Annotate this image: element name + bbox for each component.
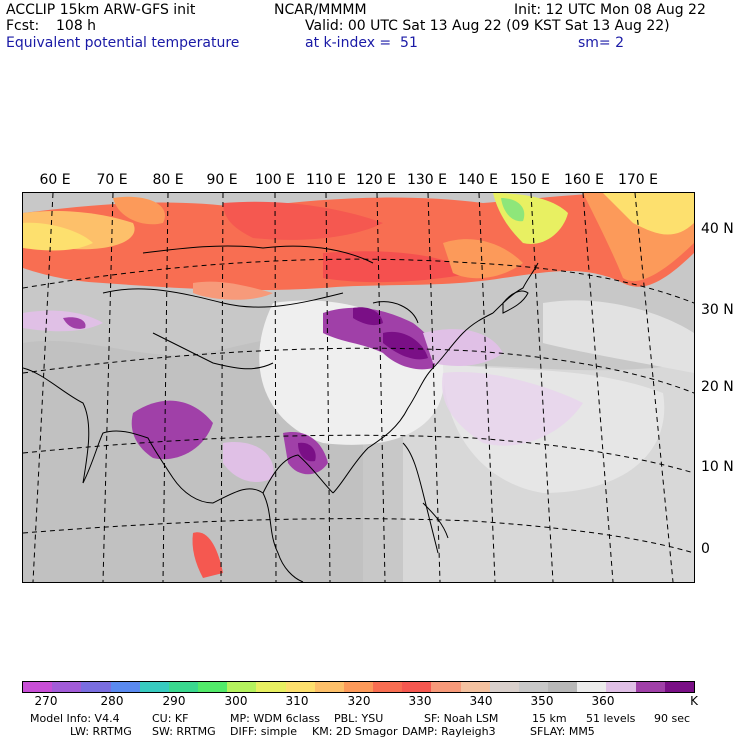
smoothing-value: sm= 2 [578,35,625,51]
footer-sf: SF: Noah LSM [424,712,499,725]
colorbar-swatch [373,682,403,692]
colorbar-swatch [256,682,286,692]
lat-label: 40 N [701,221,734,237]
footer-km: KM: 2D Smagor [312,725,398,738]
lon-label: 130 E [406,172,448,188]
colorbar-unit: K [690,694,698,708]
colorbar-swatch [198,682,228,692]
valid-time: Valid: 00 UTC Sat 13 Aug 22 (09 KST Sat … [305,18,670,34]
coastlines [23,245,539,582]
colorbar-tick: 290 [162,694,186,708]
colorbar-tick: 360 [591,694,615,708]
lon-label: 90 E [206,172,238,188]
footer-sflay: SFLAY: MM5 [530,725,595,738]
colorbar-tick: 330 [408,694,432,708]
colorbar-swatch [635,682,665,692]
colorbar-tick: 310 [285,694,309,708]
footer-model-info: Model Info: V4.4 [30,712,120,725]
footer-diff: DIFF: simple [230,725,298,738]
lon-label: 160 E [563,172,605,188]
colorbar-swatch [343,682,374,692]
footer-sw: SW: RRTMG [152,725,216,738]
colorbar [22,681,695,693]
colorbar-swatch [402,682,432,692]
colorbar-swatch [606,682,636,692]
model-title: ACCLIP 15km ARW-GFS init [6,2,196,18]
lon-label: 140 E [457,172,499,188]
colorbar-swatch [285,682,315,692]
footer-timestep: 90 sec [654,712,691,725]
footer-cu: CU: KF [152,712,189,725]
lon-label: 110 E [305,172,347,188]
theta-e-map [22,192,695,583]
lon-label: 170 E [617,172,659,188]
colorbar-tick: 270 [34,694,58,708]
lat-label: 20 N [701,379,734,395]
colorbar-swatch [227,682,257,692]
lon-label: 150 E [509,172,551,188]
colorbar-swatch [110,682,140,692]
colorbar-swatch [548,682,578,692]
lon-label: 60 E [39,172,71,188]
colorbar-swatch [168,682,199,692]
footer-mp: MP: WDM 6class [230,712,320,725]
colorbar-swatch [518,682,549,692]
lat-label: 30 N [701,302,734,318]
center-name: NCAR/MMMM [274,2,367,18]
footer-levels: 51 levels [586,712,636,725]
field-name: Equivalent potential temperature [6,35,240,51]
forecast-hours: 108 h [56,18,97,34]
colorbar-swatch [577,682,607,692]
footer-damp: DAMP: Rayleigh3 [402,725,496,738]
lat-label: 10 N [701,459,734,475]
colorbar-swatch [139,682,169,692]
colorbar-swatch [431,682,461,692]
colorbar-tick: 280 [100,694,124,708]
footer-pbl: PBL: YSU [334,712,384,725]
colorbar-swatch [314,682,344,692]
lon-label: 70 E [96,172,128,188]
lon-label: 80 E [152,172,184,188]
colorbar-tick: 320 [347,694,371,708]
footer-lw: LW: RRTMG [70,725,132,738]
colorbar-swatch [489,682,519,692]
colorbar-tick: 340 [469,694,493,708]
colorbar-swatch [81,682,111,692]
lon-label: 100 E [254,172,296,188]
footer-resolution: 15 km [532,712,567,725]
level-index: at k-index = 51 [305,35,418,51]
colorbar-swatch [23,682,53,692]
colorbar-swatch [664,682,694,692]
colorbar-tick: 350 [530,694,554,708]
colorbar-tick: 300 [224,694,248,708]
forecast-label: Fcst: [6,18,40,34]
colorbar-swatch [52,682,82,692]
init-time: Init: 12 UTC Mon 08 Aug 22 [514,2,706,18]
lon-label: 120 E [355,172,397,188]
lat-label: 0 [701,541,710,557]
graticule [23,193,694,582]
colorbar-swatch [460,682,490,692]
